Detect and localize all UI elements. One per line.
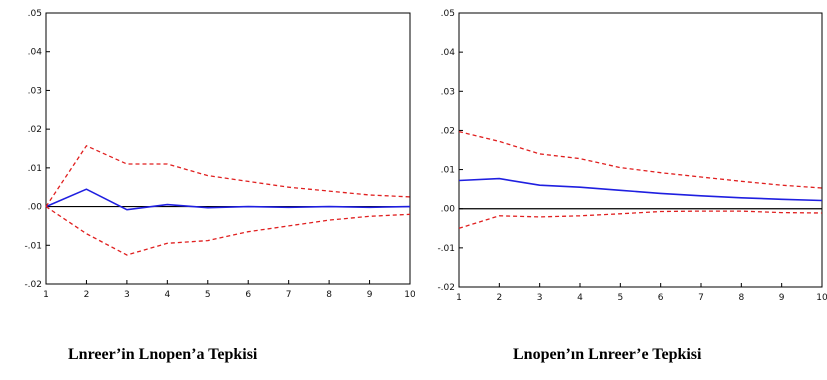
left-lower-band-line	[45, 206, 411, 256]
left-y-tick-label: .05	[28, 9, 42, 19]
right-plot-frame	[458, 12, 823, 288]
left-upper-band-line	[45, 144, 411, 207]
right-x-tick-label: 3	[537, 293, 543, 303]
right-y-tick-label: .01	[441, 166, 455, 176]
right-y-tick-label: .04	[441, 48, 456, 58]
left-x-tick-label: 5	[205, 290, 211, 300]
right-y-tick-label: -.01	[437, 244, 455, 254]
left-response-line	[45, 188, 411, 211]
right-x-tick-label: 7	[698, 293, 704, 303]
left-y-tick-label: .04	[28, 48, 43, 58]
left-x-tick-label: 2	[84, 290, 90, 300]
right-response-line	[458, 177, 823, 202]
left-plot-frame	[45, 12, 411, 285]
left-x-tick-label: 6	[245, 290, 251, 300]
right-x-tick-label: 9	[779, 293, 785, 303]
chart-right: .05 .04 .03 .02 .01 .00 -.01 -.021 2 3 4 5 6 7 8 9 10	[437, 9, 827, 303]
left-x-tick-label: 4	[164, 290, 170, 300]
chart-left-caption: Lnreer’in Lnopen’a Tepkisi	[68, 346, 258, 363]
right-x-tick-label: 4	[577, 293, 583, 303]
right-lower-band-line	[458, 210, 823, 229]
right-x-tick-label: 2	[496, 293, 502, 303]
right-x-tick-label: 1	[456, 293, 462, 303]
right-y-tick-label: .05	[441, 9, 455, 19]
left-x-tick-label: 7	[286, 290, 292, 300]
left-y-tick-label: .01	[28, 164, 42, 174]
right-x-tick-label: 5	[617, 293, 623, 303]
left-x-tick-label: 10	[404, 290, 415, 300]
left-x-tick-label: 3	[124, 290, 130, 300]
left-y-tick-label: -.02	[24, 280, 42, 290]
chart-right-caption: Lnopen’ın Lnreer’e Tepkisi	[513, 346, 702, 363]
right-y-tick-label: .02	[441, 126, 455, 136]
right-y-tick-label: .00	[441, 205, 456, 215]
left-y-tick-label: .03	[28, 86, 42, 96]
left-y-tick-label: .00	[28, 203, 43, 213]
left-y-tick-label: -.01	[24, 241, 42, 251]
right-x-tick-label: 6	[658, 293, 664, 303]
left-x-tick-label: 9	[367, 290, 373, 300]
right-y-tick-label: .03	[441, 87, 455, 97]
right-x-tick-label: 10	[816, 293, 827, 303]
right-x-tick-label: 8	[738, 293, 744, 303]
left-y-tick-label: .02	[28, 125, 42, 135]
left-x-tick-label: 8	[326, 290, 332, 300]
right-upper-band-line	[458, 130, 823, 189]
right-y-tick-label: -.02	[437, 283, 455, 293]
left-x-tick-label: 1	[43, 290, 49, 300]
chart-left: .05 .04 .03 .02 .01 .00 -.01 -.021 2 3 4 5 6 7 8 9 10	[24, 9, 415, 300]
